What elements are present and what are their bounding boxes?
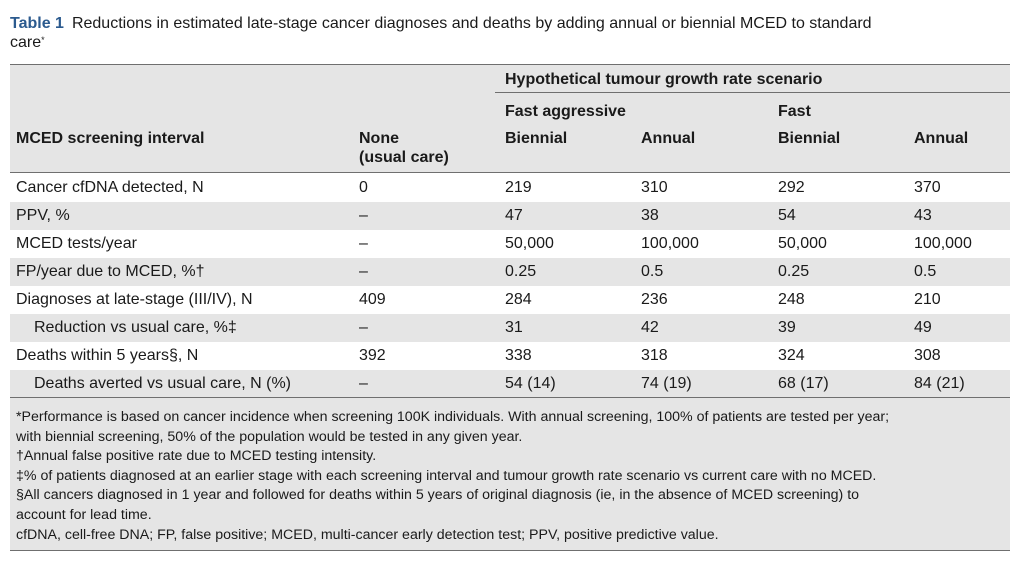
- row-label: PPV, %: [16, 207, 70, 224]
- table-cell: 392: [359, 347, 386, 364]
- footnote-line: †Annual false positive rate due to MCED …: [16, 448, 377, 465]
- column-heading-fa-biennial: Biennial: [505, 130, 568, 147]
- table-cell: 324: [778, 347, 805, 364]
- table-cell: 54 (14): [505, 375, 556, 392]
- footnote-line: account for lead time.: [16, 507, 152, 523]
- row-label: Cancer cfDNA detected, N: [16, 179, 204, 196]
- table-cell: 74 (19): [641, 375, 692, 392]
- table-cell: 38: [641, 207, 659, 224]
- table-cell: 409: [359, 291, 386, 308]
- row-label: Reduction vs usual care, %‡: [34, 319, 237, 336]
- row-label: Deaths averted vs usual care, N (%): [34, 375, 291, 392]
- table-cell: 308: [914, 347, 941, 364]
- column-heading-none-line1: None: [359, 130, 399, 147]
- row-stripe: [10, 370, 1010, 398]
- row-stripe: [10, 258, 1010, 286]
- table-cell: 39: [778, 319, 796, 336]
- table-cell: 248: [778, 291, 805, 308]
- top-rule: [10, 64, 1010, 65]
- table-cell: –: [359, 319, 368, 336]
- group-heading-fast-aggressive: Fast aggressive: [505, 103, 626, 120]
- table-cell: 210: [914, 291, 941, 308]
- footnote-line: *Performance is based on cancer incidenc…: [16, 409, 890, 425]
- table-cell: 370: [914, 179, 941, 196]
- table-cell: –: [359, 235, 368, 252]
- table-cell: –: [359, 207, 368, 224]
- table-cell: 84 (21): [914, 375, 965, 392]
- table-cell: 31: [505, 319, 523, 336]
- row-stripe: [10, 314, 1010, 342]
- row-label: FP/year due to MCED, %†: [16, 263, 205, 280]
- row-label: Deaths within 5 years§, N: [16, 347, 199, 364]
- row-stripe: [10, 202, 1010, 230]
- column-heading-none: None (usual care): [359, 129, 449, 167]
- table-cell: –: [359, 375, 368, 392]
- table-cell: 0: [359, 179, 368, 196]
- table-cell: 0.5: [914, 263, 937, 280]
- header-bottom-rule: [10, 172, 1010, 173]
- column-heading-interval: MCED screening interval: [16, 130, 205, 147]
- table-cell: 54: [778, 207, 796, 224]
- header-band: [10, 65, 1010, 172]
- column-heading-f-annual: Annual: [914, 130, 969, 147]
- column-heading-f-biennial: Biennial: [778, 130, 841, 147]
- footnote-band: [10, 398, 1010, 550]
- row-label: Diagnoses at late-stage (III/IV), N: [16, 291, 253, 308]
- column-heading-none-line2: (usual care): [359, 149, 449, 166]
- table-cell: 49: [914, 319, 932, 336]
- table-cell: 338: [505, 347, 532, 364]
- scenario-rule: [495, 92, 1010, 93]
- footnote-line: cfDNA, cell-free DNA; FP, false positive…: [16, 526, 719, 543]
- footnote-line: ‡% of patients diagnosed at an earlier s…: [16, 467, 877, 484]
- table-cell: 0.25: [505, 263, 537, 280]
- table-caption: Table 1 Reductions in estimated late-stag…: [10, 14, 1005, 52]
- footnote-line: §All cancers diagnosed in 1 year and fol…: [16, 487, 860, 504]
- table-cell: 47: [505, 207, 523, 224]
- table-cell: 42: [641, 319, 659, 336]
- table-cell: 292: [778, 179, 805, 196]
- table-cell: 0.25: [778, 263, 810, 280]
- table-cell: 219: [505, 179, 532, 196]
- caption-title-continued: care: [10, 34, 42, 51]
- caption-title: Reductions in estimated late-stage cance…: [71, 15, 872, 32]
- table-cell: 310: [641, 179, 668, 196]
- table-cell: –: [359, 263, 368, 280]
- table-cell: 318: [641, 347, 668, 364]
- scenario-heading: Hypothetical tumour growth rate scenario: [505, 71, 823, 88]
- table-cell: 236: [641, 291, 668, 308]
- table-number: Table 1: [10, 15, 64, 32]
- table-cell: 284: [505, 291, 532, 308]
- table-cell: 68 (17): [778, 375, 829, 392]
- table-cell: 43: [914, 207, 932, 224]
- footnote-bottom-rule: [10, 550, 1010, 551]
- footnote-line: with biennial screening, 50% of the popu…: [16, 428, 523, 445]
- column-heading-fa-annual: Annual: [641, 130, 696, 147]
- table-cell: 100,000: [641, 235, 699, 252]
- table-cell: 0.5: [641, 263, 664, 280]
- table-cell: 100,000: [914, 235, 972, 252]
- row-label: MCED tests/year: [16, 235, 137, 252]
- body-bottom-rule: [10, 397, 1010, 398]
- caption-footnote-marker: *: [41, 35, 45, 45]
- group-heading-fast: Fast: [778, 103, 811, 120]
- table-cell: 50,000: [505, 235, 554, 252]
- table-cell: 50,000: [778, 235, 827, 252]
